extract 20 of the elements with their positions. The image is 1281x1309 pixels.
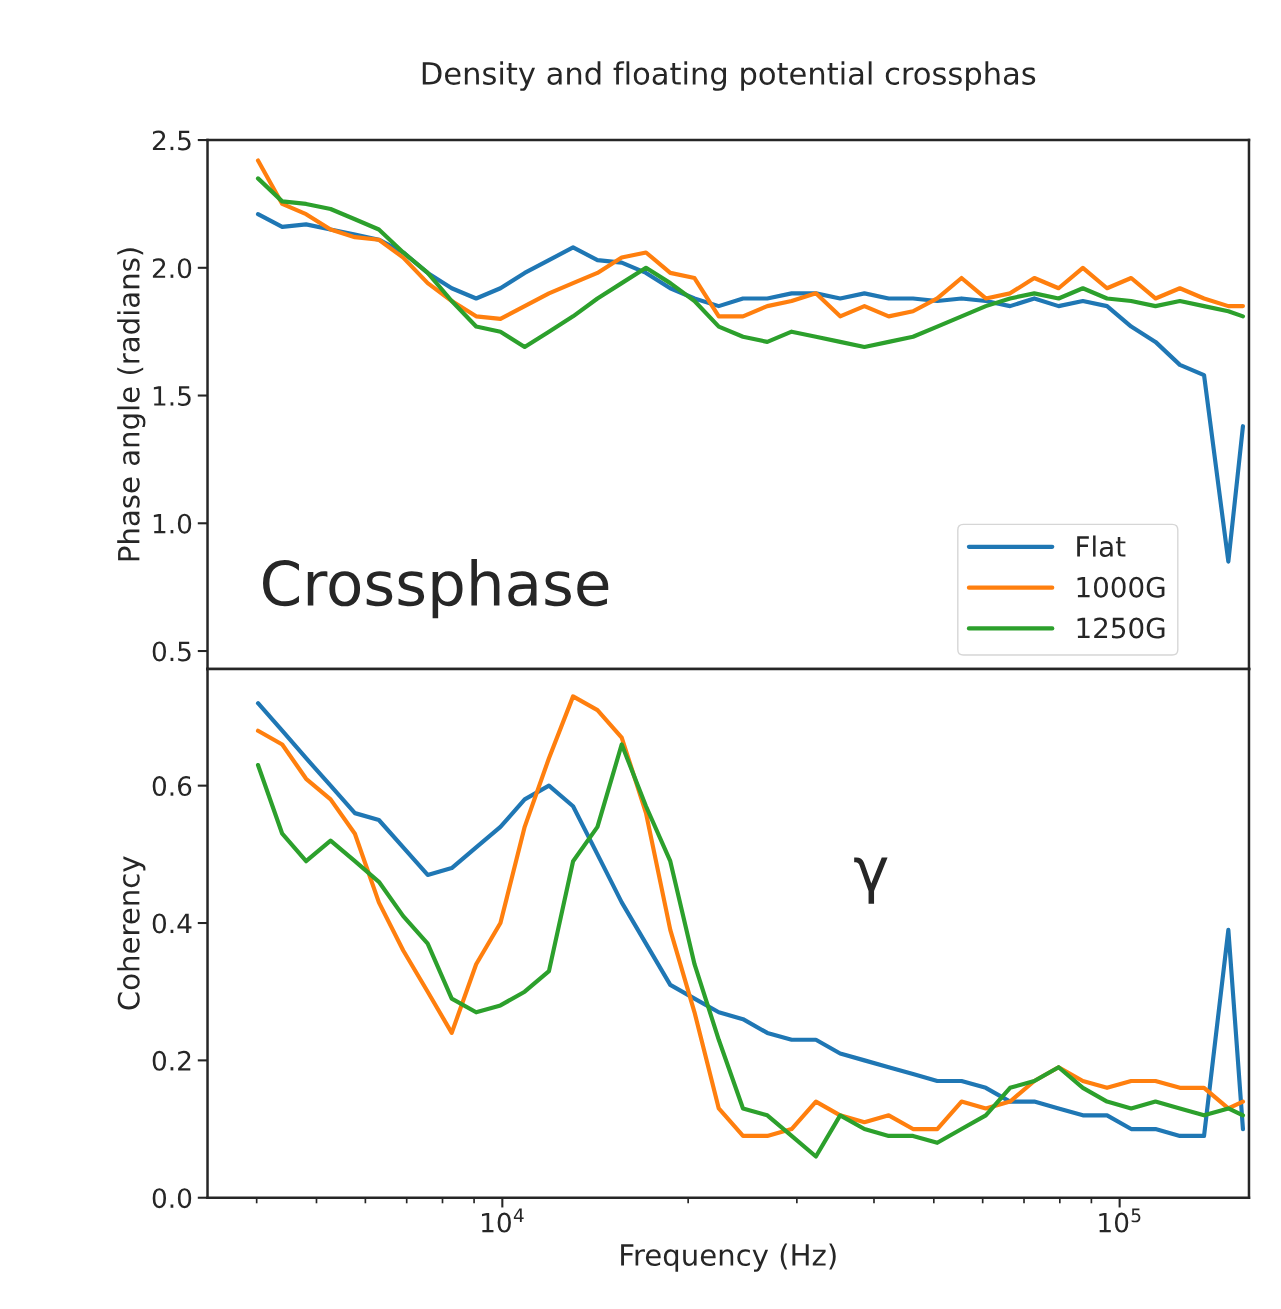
annotation: γ — [854, 857, 888, 904]
annotation: Crossphase — [263, 559, 609, 619]
x-axis-title: Frequency (Hz) — [621, 1243, 836, 1272]
chart-title: Density and floating potential crossphas — [422, 61, 1036, 91]
y-tick-label: 2.5 — [152, 130, 191, 151]
y-tick-label: 0.5 — [152, 641, 191, 662]
y-tick-label: 1.0 — [153, 513, 192, 534]
y-tick-label: 0.2 — [152, 1050, 191, 1071]
x-tick-label: 10$^{5}$ — [1099, 1208, 1141, 1233]
y-tick-label: 0.0 — [152, 1188, 192, 1209]
y-axis-title: Phase angle (radians) — [117, 248, 146, 561]
y-tick-label: 2.0 — [152, 258, 192, 279]
y-tick-label: 0.6 — [152, 776, 192, 797]
y-axis-title: Coherency — [117, 856, 146, 1010]
legend-label: Flat — [1077, 535, 1126, 557]
x-tick-label: 10$^{4}$ — [482, 1208, 524, 1233]
legend-label: 1250G — [1077, 617, 1165, 639]
y-tick-label: 1.5 — [153, 386, 191, 406]
legend-label: 1000G — [1077, 576, 1165, 598]
y-tick-label: 0.4 — [152, 913, 192, 934]
